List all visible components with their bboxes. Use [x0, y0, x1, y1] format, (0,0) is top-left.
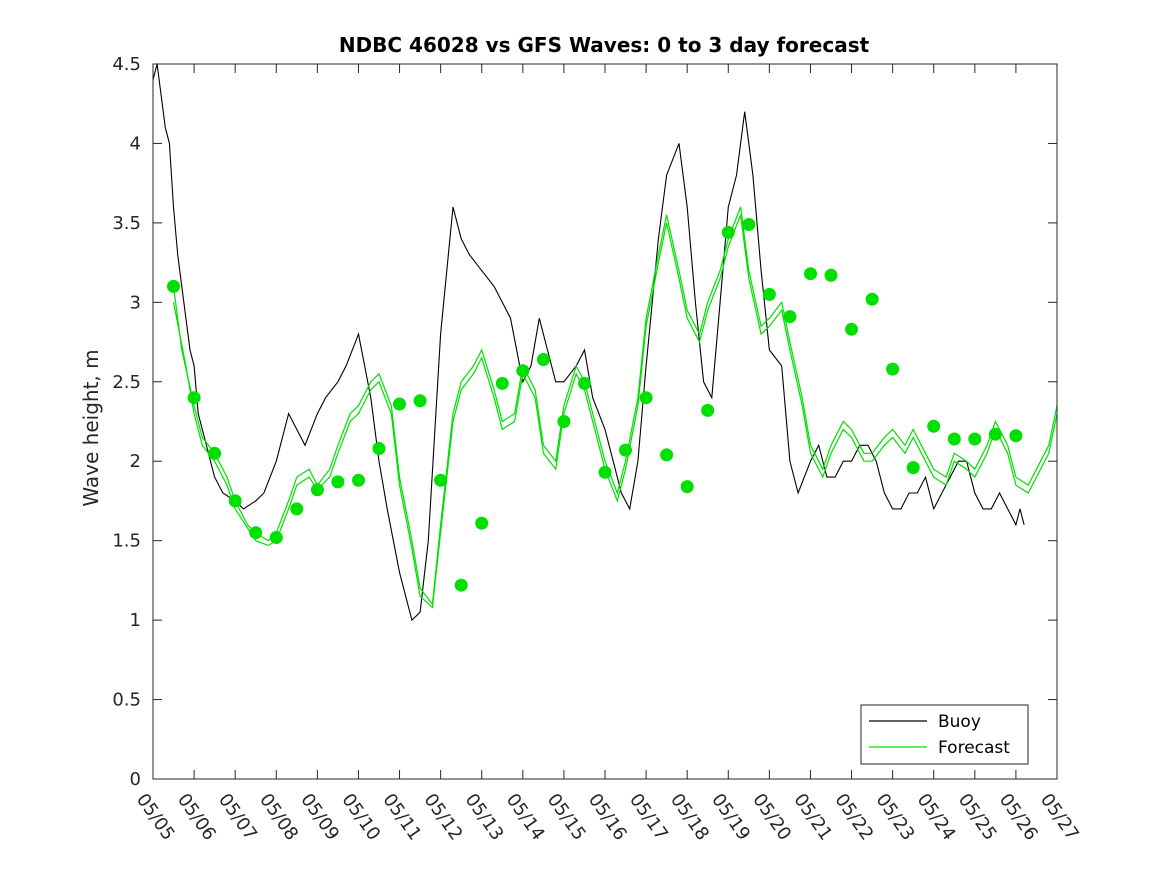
- forecast-marker: [680, 480, 694, 494]
- plot-area: [152, 63, 1058, 622]
- x-tick-label: 05/27: [1036, 790, 1083, 845]
- x-tick-label: 05/25: [954, 790, 1001, 845]
- y-tick-label: 4: [130, 133, 141, 154]
- forecast-marker: [845, 322, 858, 336]
- y-tick-label: 3.5: [112, 213, 141, 234]
- y-axis: 0 0.5 1 1.5 2 2.5 3 3.5 4 4.5: [112, 54, 1057, 790]
- forecast-marker: [434, 473, 448, 487]
- y-tick-label: 2.5: [112, 372, 141, 393]
- forecast-marker: [187, 391, 201, 405]
- y-axis-label: Wave height, m: [79, 349, 103, 506]
- x-tick-label: 05/26: [995, 790, 1042, 845]
- forecast-marker: [988, 427, 1002, 441]
- forecast-marker: [968, 432, 982, 446]
- forecast-marker: [454, 578, 468, 592]
- forecast-marker: [804, 267, 817, 281]
- axes-frame: [152, 63, 1058, 780]
- x-tick-label: 05/10: [337, 790, 384, 845]
- forecast-marker: [495, 376, 509, 390]
- legend-label-forecast: Forecast: [938, 738, 1010, 758]
- x-tick-label: 05/15: [543, 790, 590, 845]
- forecast-marker: [947, 432, 961, 446]
- x-tick-label: 05/13: [461, 790, 508, 845]
- x-tick-label: 05/18: [666, 790, 713, 845]
- y-tick-label: 2: [130, 451, 141, 472]
- x-tick-label: 05/23: [872, 790, 919, 845]
- forecast-series-line: [172, 206, 1058, 606]
- y-tick-label: 1: [130, 610, 141, 631]
- forecast-marker: [783, 310, 797, 324]
- forecast-marker: [352, 473, 365, 487]
- x-tick-label: 05/09: [296, 790, 343, 845]
- legend-box: [860, 704, 1029, 765]
- forecast-marker: [413, 394, 427, 408]
- x-tick-label: 05/11: [378, 790, 425, 845]
- forecast-marker: [927, 419, 941, 433]
- forecast-marker: [598, 465, 612, 479]
- forecast-marker: [228, 494, 242, 508]
- forecast-marker: [536, 353, 550, 366]
- forecast-marker: [557, 415, 571, 428]
- buoy-series-line: [152, 63, 1025, 622]
- forecast-marker: [906, 461, 920, 475]
- forecast-marker: [310, 483, 324, 497]
- forecast-marker: [701, 403, 715, 417]
- x-tick-label: 05/22: [830, 790, 877, 845]
- forecast-series-line: [172, 214, 1058, 609]
- y-tick-label: 4.5: [112, 54, 141, 75]
- x-tick-label: 05/20: [748, 790, 795, 845]
- x-tick-label: 05/08: [255, 790, 302, 845]
- legend: Buoy Forecast: [860, 704, 1029, 765]
- x-tick-label: 05/17: [625, 790, 672, 845]
- forecast-marker: [249, 526, 263, 540]
- x-tick-label: 05/07: [214, 790, 261, 845]
- x-tick-label: 05/05: [132, 790, 179, 845]
- forecast-marker: [290, 502, 304, 516]
- forecast-marker: [167, 279, 180, 293]
- y-tick-label: 0: [130, 769, 141, 790]
- forecast-marker: [393, 397, 406, 411]
- chart-title: NDBC 46028 vs GFS Waves: 0 to 3 day fore…: [339, 33, 870, 57]
- x-tick-label: 05/14: [502, 790, 549, 845]
- forecast-marker: [619, 443, 632, 457]
- forecast-marker: [742, 218, 756, 231]
- x-tick-label: 05/24: [913, 790, 960, 845]
- x-tick-label: 05/19: [707, 790, 754, 845]
- y-tick-label: 3: [130, 292, 141, 313]
- forecast-marker: [886, 362, 900, 376]
- y-tick-label: 1.5: [112, 531, 141, 552]
- forecast-marker: [269, 531, 283, 544]
- x-tick-label: 05/16: [584, 790, 631, 845]
- y-tick-label: 0.5: [112, 690, 141, 711]
- forecast-marker: [660, 448, 674, 462]
- forecast-marker: [1009, 429, 1023, 443]
- forecast-marker: [824, 268, 838, 282]
- forecast-marker: [208, 446, 222, 460]
- forecast-marker: [516, 364, 530, 378]
- forecast-marker: [762, 287, 776, 301]
- forecast-marker: [578, 376, 591, 390]
- forecast-marker: [331, 475, 345, 489]
- forecast-marker: [372, 442, 386, 455]
- forecast-marker: [475, 516, 489, 530]
- forecast-marker: [721, 225, 735, 239]
- forecast-marker: [639, 391, 653, 405]
- x-tick-label: 05/06: [173, 790, 220, 845]
- forecast-marker: [865, 292, 879, 306]
- x-tick-label: 05/12: [420, 790, 467, 845]
- x-tick-label: 05/21: [789, 790, 836, 845]
- legend-label-buoy: Buoy: [938, 712, 981, 732]
